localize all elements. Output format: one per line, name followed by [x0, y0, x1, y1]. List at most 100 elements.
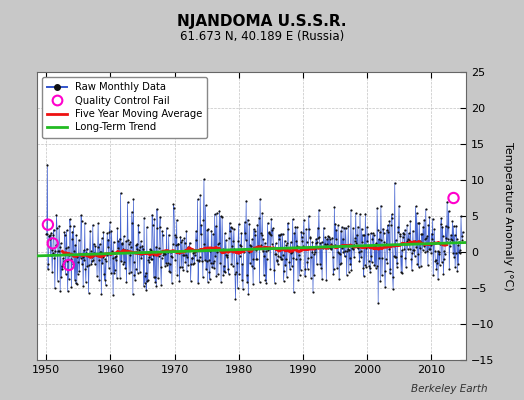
Point [90, 240, 98, 247]
Point [235, 271, 244, 278]
Point [49, 250, 57, 256]
Point [417, 262, 425, 269]
Point [307, 254, 315, 260]
Point [456, 247, 465, 254]
Point [259, 236, 267, 242]
Point [453, 268, 462, 274]
Point [264, 220, 272, 226]
Point [345, 268, 353, 275]
Point [293, 224, 301, 231]
Point [285, 247, 293, 254]
Point [325, 234, 333, 240]
Point [400, 230, 408, 237]
Point [138, 243, 147, 249]
Point [443, 198, 451, 205]
Point [361, 210, 369, 217]
Point [271, 240, 280, 247]
Point [301, 266, 310, 272]
Point [275, 235, 283, 242]
Point [447, 237, 456, 244]
Point [194, 258, 203, 264]
Point [61, 271, 70, 277]
Point [331, 242, 339, 248]
Point [244, 291, 253, 297]
Point [445, 266, 453, 272]
Point [110, 270, 118, 276]
Point [377, 202, 385, 209]
Point [348, 245, 356, 252]
Point [253, 256, 261, 262]
Point [396, 231, 404, 238]
Point [350, 242, 358, 248]
Point [315, 234, 324, 241]
Point [276, 232, 284, 238]
Point [351, 238, 359, 244]
Point [128, 220, 137, 226]
Point [128, 208, 136, 215]
Point [303, 266, 312, 272]
Point [211, 253, 220, 259]
Point [283, 240, 291, 246]
Point [177, 264, 185, 270]
Point [55, 222, 63, 229]
Point [225, 235, 233, 241]
Point [218, 214, 226, 220]
Point [104, 236, 113, 243]
Point [407, 256, 416, 263]
Point [300, 246, 309, 252]
Point [151, 244, 160, 250]
Point [59, 255, 67, 262]
Point [189, 260, 197, 267]
Point [60, 258, 68, 264]
Point [191, 248, 200, 255]
Point [69, 222, 78, 229]
Point [290, 230, 299, 236]
Point [129, 196, 138, 202]
Point [91, 261, 99, 268]
Point [414, 264, 423, 270]
Point [72, 281, 81, 287]
Point [309, 251, 318, 257]
Point [174, 250, 183, 256]
Point [297, 228, 305, 235]
Point [234, 238, 243, 244]
Point [260, 240, 269, 246]
Point [139, 283, 148, 289]
Point [387, 211, 396, 218]
Point [215, 239, 223, 246]
Point [210, 257, 218, 264]
Point [374, 226, 382, 233]
Point [428, 236, 436, 242]
Point [222, 237, 230, 244]
Point [162, 224, 171, 231]
Point [323, 241, 332, 248]
Point [125, 252, 134, 259]
Point [399, 229, 408, 236]
Point [440, 248, 449, 254]
Point [98, 260, 106, 266]
Point [232, 249, 241, 255]
Point [188, 255, 196, 261]
Point [159, 232, 167, 238]
Point [232, 269, 240, 275]
Point [227, 260, 235, 267]
Point [457, 233, 466, 240]
Point [407, 239, 415, 246]
Point [298, 237, 307, 244]
Point [148, 212, 156, 218]
Point [144, 257, 152, 264]
Point [176, 264, 184, 270]
Point [408, 267, 416, 273]
Point [153, 224, 161, 231]
Point [424, 262, 432, 268]
Point [291, 224, 300, 230]
Point [236, 252, 244, 259]
Point [388, 274, 397, 280]
Point [201, 257, 209, 264]
Point [168, 280, 176, 286]
Point [376, 278, 385, 284]
Point [370, 262, 379, 268]
Point [435, 251, 443, 257]
Point [458, 229, 467, 235]
Point [133, 240, 141, 247]
